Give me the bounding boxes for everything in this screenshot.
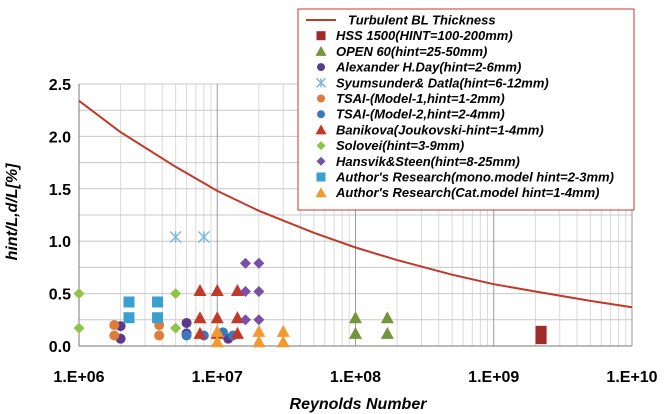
data-point-series-10 bbox=[210, 335, 224, 348]
data-point-series-6 bbox=[210, 311, 224, 324]
data-point-series-9 bbox=[123, 296, 135, 308]
data-point-series-9 bbox=[123, 312, 135, 324]
data-point-series-7 bbox=[73, 322, 85, 334]
y-tick-label: 1.5 bbox=[49, 182, 71, 199]
data-point-series-6 bbox=[193, 311, 207, 324]
data-point-series-8 bbox=[253, 257, 265, 269]
data-point-series-4 bbox=[154, 330, 165, 341]
x-axis-title: Reynolds Number bbox=[290, 396, 428, 413]
legend-swatch-series-9 bbox=[316, 172, 326, 182]
legend-label: HSS 1500(HINT=100-200mm) bbox=[336, 28, 513, 43]
data-point-series-9 bbox=[152, 296, 164, 308]
legend-swatch-series-8 bbox=[316, 156, 326, 166]
y-axis-title: hint/L,d/L[%] bbox=[4, 163, 21, 261]
legend-swatch-series-1 bbox=[315, 45, 327, 56]
data-point-series-8 bbox=[239, 257, 251, 269]
data-point-series-5 bbox=[181, 330, 192, 341]
legend-label: Author's Research(Cat.model hint=1-4mm) bbox=[335, 185, 600, 200]
legend-label: Turbulent BL Thickness bbox=[348, 13, 496, 28]
x-tick-label: 1.E+10 bbox=[606, 369, 657, 386]
data-point-series-6 bbox=[193, 326, 207, 339]
data-point-series-1 bbox=[349, 311, 362, 324]
legend-swatch-series-0 bbox=[316, 31, 326, 41]
legend-swatch-series-4 bbox=[317, 94, 325, 103]
data-point-series-7 bbox=[170, 288, 182, 300]
data-point-series-7 bbox=[73, 288, 85, 300]
legend-swatch-series-10 bbox=[315, 187, 327, 198]
legend-label: Author's Research(mono.model hint=2-3mm) bbox=[335, 170, 614, 185]
data-point-series-10 bbox=[210, 324, 224, 337]
legend-swatch-series-7 bbox=[316, 141, 326, 151]
data-point-series-3 bbox=[197, 230, 210, 244]
x-tick-label: 1.E+08 bbox=[330, 369, 381, 386]
data-point-series-10 bbox=[276, 324, 290, 337]
x-tick-label: 1.E+07 bbox=[192, 369, 243, 386]
data-point-series-7 bbox=[170, 322, 182, 334]
data-point-series-1 bbox=[380, 311, 394, 324]
data-point-series-1 bbox=[349, 326, 362, 339]
data-point-series-3 bbox=[169, 230, 182, 244]
data-point-series-4 bbox=[109, 330, 120, 341]
data-point-series-10 bbox=[276, 335, 290, 348]
legend-swatch-series-3 bbox=[315, 77, 327, 88]
legend-box bbox=[297, 8, 635, 211]
legend-swatch-series-5 bbox=[317, 110, 325, 119]
data-point-series-6 bbox=[230, 283, 244, 296]
legend-label: TSAI-(Model-2,hint=2-4mm) bbox=[336, 107, 505, 122]
legend-swatch-series-6 bbox=[315, 124, 327, 135]
legend-label: Solovei(hint=3-9mm) bbox=[336, 138, 464, 153]
data-point-series-6 bbox=[230, 326, 244, 339]
data-point-series-1 bbox=[380, 326, 394, 339]
data-point-series-8 bbox=[239, 286, 251, 298]
data-point-series-0 bbox=[535, 325, 547, 337]
data-point-series-6 bbox=[193, 283, 207, 296]
y-tick-label: 0.0 bbox=[49, 339, 71, 356]
data-point-series-2 bbox=[181, 317, 192, 328]
data-point-series-10 bbox=[252, 335, 266, 348]
y-tick-label: 2.0 bbox=[49, 129, 71, 146]
data-point-series-8 bbox=[253, 314, 265, 326]
legend-label: Hansvik&Steen(hint=8-25mm) bbox=[336, 154, 520, 169]
legend-label: Banikova(Joukovski-hint=1-4mm) bbox=[336, 122, 544, 137]
data-point-series-6 bbox=[210, 283, 224, 296]
y-tick-label: 0.5 bbox=[49, 287, 71, 304]
x-tick-label: 1.E+09 bbox=[468, 369, 519, 386]
bl-thickness-curve bbox=[78, 100, 633, 309]
legend-label: Alexander H.Day(hint=2-6mm) bbox=[335, 60, 521, 75]
data-point-series-4 bbox=[109, 320, 120, 331]
data-point-series-0 bbox=[535, 333, 547, 345]
data-point-series-8 bbox=[239, 314, 251, 326]
x-tick-label: 1.E+06 bbox=[53, 369, 104, 386]
legend-swatch-series-2 bbox=[317, 63, 325, 72]
y-tick-label: 2.5 bbox=[49, 77, 71, 94]
data-point-series-10 bbox=[252, 324, 266, 337]
legend-label: OPEN 60(hint=25-50mm) bbox=[336, 44, 487, 59]
data-point-series-9 bbox=[152, 312, 164, 324]
legend-label: Syumsunder& Datla(hint=6-12mm) bbox=[336, 75, 549, 90]
legend-label: TSAI-(Model-1,hint=1-2mm) bbox=[336, 91, 505, 106]
data-point-series-8 bbox=[253, 286, 265, 298]
y-tick-label: 1.0 bbox=[49, 234, 71, 251]
